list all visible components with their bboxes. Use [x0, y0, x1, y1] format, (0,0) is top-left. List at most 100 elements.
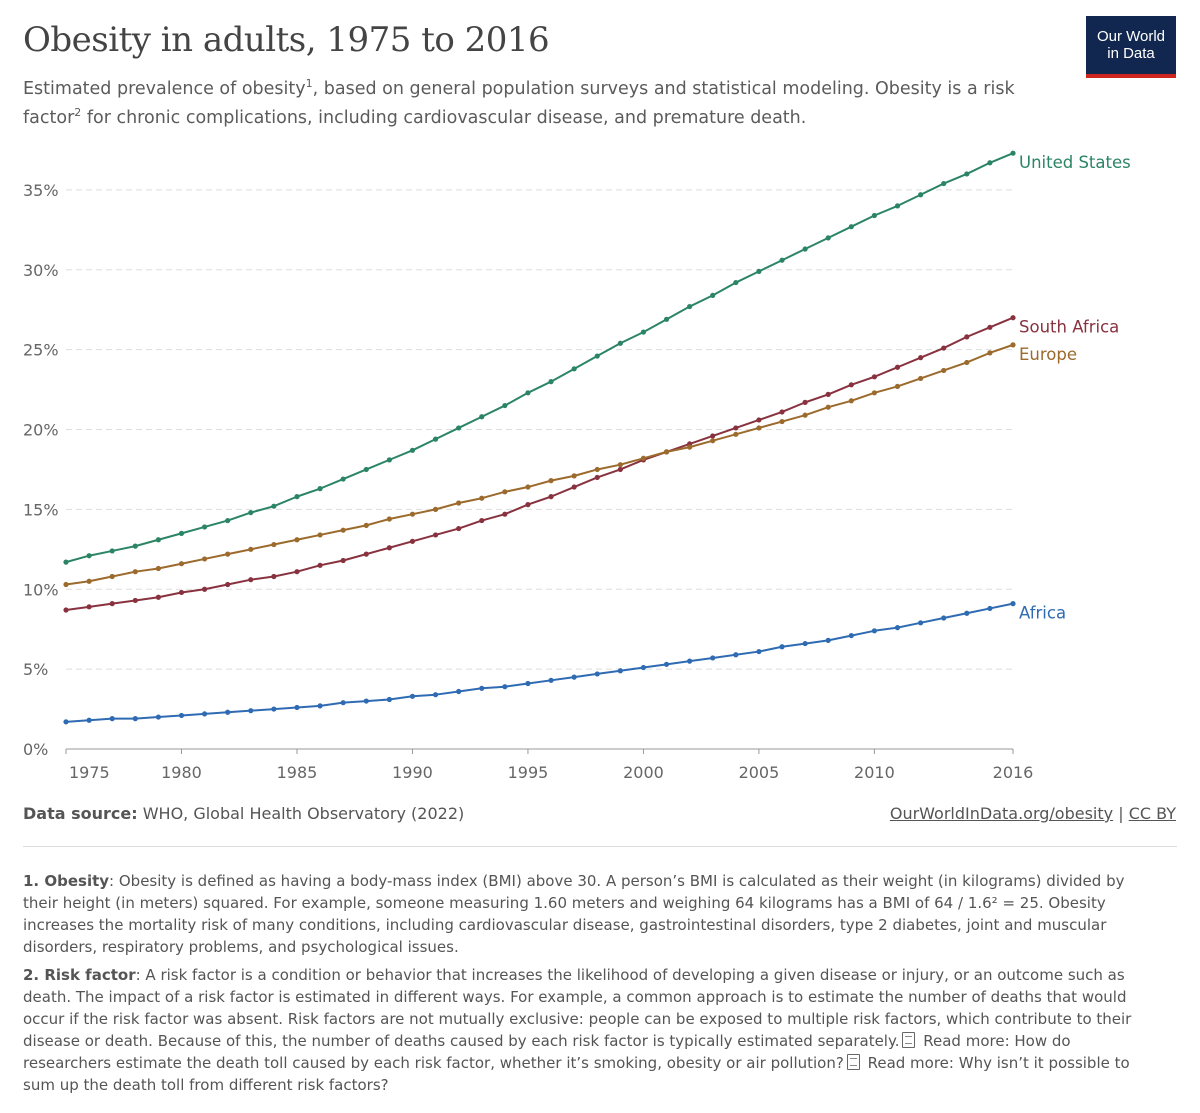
data-point[interactable] — [86, 604, 92, 610]
data-point[interactable] — [271, 503, 277, 509]
data-point[interactable] — [502, 684, 508, 690]
data-point[interactable] — [663, 661, 670, 667]
document-icon[interactable] — [902, 1032, 916, 1048]
data-point[interactable] — [525, 390, 531, 396]
data-point[interactable] — [964, 610, 970, 616]
data-point[interactable] — [132, 569, 138, 575]
data-point[interactable] — [248, 577, 254, 583]
data-point[interactable] — [456, 525, 462, 532]
series-united-states[interactable] — [63, 150, 1016, 565]
data-point[interactable] — [987, 350, 993, 356]
data-point[interactable] — [733, 425, 739, 431]
data-point[interactable] — [248, 546, 254, 552]
data-point[interactable] — [178, 712, 185, 719]
data-point[interactable] — [918, 355, 924, 361]
data-point[interactable] — [386, 516, 392, 522]
data-point[interactable] — [848, 632, 854, 639]
data-point[interactable] — [525, 680, 531, 687]
data-point[interactable] — [456, 500, 462, 506]
data-point[interactable] — [594, 474, 600, 481]
read-more-link-1[interactable]: Read more: How do researchers estimate t… — [23, 1032, 1071, 1072]
data-point[interactable] — [710, 438, 716, 444]
data-point[interactable] — [201, 711, 208, 717]
data-point[interactable] — [987, 324, 993, 330]
data-point[interactable] — [848, 224, 854, 230]
data-point[interactable] — [687, 303, 693, 310]
data-point[interactable] — [710, 655, 716, 661]
data-point[interactable] — [502, 511, 508, 517]
data-point[interactable] — [941, 180, 947, 187]
data-point[interactable] — [733, 279, 739, 286]
data-point[interactable] — [155, 565, 161, 572]
data-point[interactable] — [340, 527, 346, 533]
data-point[interactable] — [663, 449, 670, 455]
data-point[interactable] — [894, 625, 901, 631]
data-point[interactable] — [548, 494, 554, 500]
data-point[interactable] — [86, 717, 92, 723]
data-point[interactable] — [363, 466, 369, 473]
series-line-united-states[interactable] — [65, 152, 1014, 564]
data-point[interactable] — [1010, 315, 1016, 321]
data-point[interactable] — [918, 620, 924, 626]
data-point[interactable] — [617, 340, 623, 346]
data-point[interactable] — [756, 648, 762, 655]
data-point[interactable] — [779, 644, 785, 650]
series-south-africa[interactable] — [63, 315, 1016, 613]
data-point[interactable] — [918, 375, 924, 382]
data-point[interactable] — [201, 556, 208, 562]
data-point[interactable] — [987, 160, 993, 166]
data-point[interactable] — [155, 594, 161, 600]
data-point[interactable] — [479, 517, 485, 524]
subtitle-footnote-ref-1[interactable]: 1 — [305, 77, 313, 90]
data-point[interactable] — [132, 543, 138, 549]
data-point[interactable] — [225, 551, 231, 557]
data-point[interactable] — [386, 696, 392, 703]
data-point[interactable] — [225, 517, 231, 524]
data-point[interactable] — [548, 677, 554, 683]
data-point[interactable] — [155, 537, 161, 543]
data-point[interactable] — [548, 379, 554, 385]
data-point[interactable] — [941, 615, 947, 621]
data-point[interactable] — [825, 235, 831, 241]
data-point[interactable] — [733, 652, 739, 658]
data-point[interactable] — [617, 668, 623, 674]
data-point[interactable] — [1010, 601, 1016, 607]
data-point[interactable] — [825, 391, 831, 397]
data-point[interactable] — [964, 334, 970, 340]
data-point[interactable] — [779, 409, 785, 415]
owid-obesity-link[interactable]: OurWorldInData.org/obesity — [889, 804, 1114, 823]
read-more-link-2[interactable]: Read more: Why isn’t it possible to sum … — [23, 1054, 1130, 1094]
data-point[interactable] — [802, 399, 808, 405]
data-point[interactable] — [340, 557, 346, 564]
data-point[interactable] — [409, 511, 416, 517]
data-point[interactable] — [225, 709, 231, 715]
data-point[interactable] — [594, 353, 600, 359]
data-point[interactable] — [86, 578, 92, 584]
data-point[interactable] — [225, 581, 231, 588]
data-point[interactable] — [432, 506, 439, 512]
data-point[interactable] — [63, 719, 69, 725]
data-point[interactable] — [617, 466, 623, 473]
data-point[interactable] — [640, 455, 647, 461]
data-point[interactable] — [894, 364, 901, 370]
data-point[interactable] — [802, 640, 808, 647]
data-point[interactable] — [733, 431, 739, 437]
data-point[interactable] — [409, 693, 416, 699]
data-point[interactable] — [756, 268, 762, 274]
data-point[interactable] — [687, 658, 693, 664]
data-point[interactable] — [871, 212, 878, 219]
data-point[interactable] — [340, 700, 346, 706]
data-point[interactable] — [271, 541, 277, 548]
data-point[interactable] — [363, 522, 369, 528]
data-point[interactable] — [86, 553, 92, 559]
data-point[interactable] — [155, 714, 161, 720]
data-point[interactable] — [178, 589, 185, 596]
data-point[interactable] — [63, 559, 69, 565]
data-point[interactable] — [941, 367, 947, 374]
data-point[interactable] — [640, 664, 647, 671]
data-point[interactable] — [756, 417, 762, 423]
data-point[interactable] — [848, 382, 854, 388]
series-africa[interactable] — [63, 601, 1016, 725]
data-point[interactable] — [386, 545, 392, 551]
data-point[interactable] — [571, 366, 577, 372]
